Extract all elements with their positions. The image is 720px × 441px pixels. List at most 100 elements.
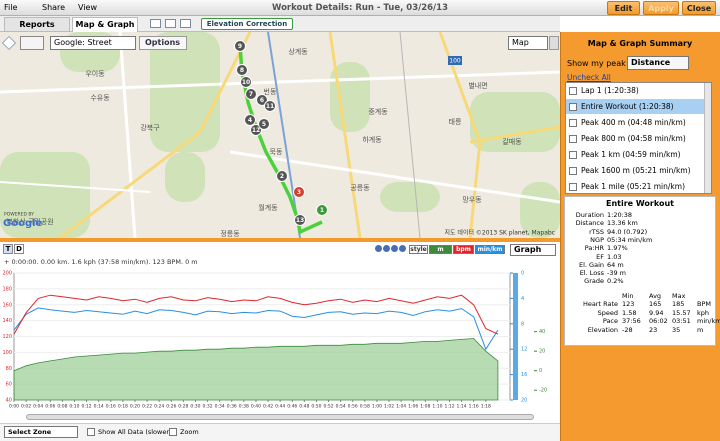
x-tick-label: 0:24 <box>154 404 164 410</box>
road <box>328 32 362 238</box>
graph-mode-button[interactable]: T <box>3 244 13 254</box>
map-label: 갈매동 <box>502 138 522 146</box>
bottom-bar <box>0 423 560 441</box>
peak-item[interactable]: Lap 1 (1:20:38) <box>581 86 639 95</box>
peak-item[interactable]: Peak 1 mile (05:21 min/km) <box>581 182 685 191</box>
x-tick-label: 0:42 <box>263 404 273 410</box>
y-tick-label: 160 <box>2 302 12 308</box>
scrollbar[interactable] <box>26 414 534 420</box>
road <box>438 32 482 238</box>
layout-icon[interactable] <box>180 19 191 28</box>
checkbox[interactable] <box>569 151 577 159</box>
nav-button[interactable] <box>391 245 398 252</box>
nav-button[interactable] <box>375 245 382 252</box>
x-tick-label: 1:02 <box>384 404 394 410</box>
layout-icon[interactable] <box>150 19 161 28</box>
route-marker <box>245 88 257 100</box>
table-cell: 03:51 <box>672 317 691 325</box>
stat-value: 05:34 min/km <box>607 235 653 244</box>
checkbox[interactable] <box>569 167 577 175</box>
table-row-label: Elevation <box>587 325 618 334</box>
panel-collapse[interactable] <box>549 36 559 50</box>
checkbox[interactable] <box>169 428 177 436</box>
map-options-button[interactable]: Options <box>139 36 187 50</box>
y-tick-label: 100 <box>2 350 12 356</box>
layout-icon[interactable] <box>165 19 176 28</box>
menu-item[interactable]: View <box>78 3 97 12</box>
map-type-select[interactable]: Map <box>508 36 548 50</box>
uncheck-all-link[interactable]: Uncheck All <box>567 73 611 82</box>
table-cell: 35 <box>672 325 681 334</box>
peak-item[interactable]: Entire Workout (1:20:38) <box>581 102 674 111</box>
map-zoom-control[interactable] <box>20 36 44 50</box>
stat-value: 1.03 <box>607 252 622 261</box>
x-tick-label: 0:18 <box>118 404 128 410</box>
y3-tick-label: -20 <box>539 388 547 394</box>
table-cell: 23 <box>649 325 658 334</box>
route-marker-label: 4 <box>248 117 252 124</box>
road <box>267 32 301 238</box>
graph-tag[interactable]: min/km <box>475 245 505 254</box>
tab[interactable]: Map & Graph <box>72 17 138 32</box>
graph-select[interactable]: Graph <box>510 244 556 256</box>
peak-item[interactable]: Peak 1 km (04:59 min/km) <box>581 150 681 159</box>
show-all-label[interactable]: Show All Data (slower) <box>98 428 172 436</box>
right-axis-bar <box>513 273 518 400</box>
x-tick-label: 0:30 <box>190 404 200 410</box>
map-label: 하계동 <box>362 135 382 144</box>
checkbox[interactable] <box>569 119 577 127</box>
menu-item[interactable]: Share <box>42 3 66 12</box>
nav-button[interactable] <box>383 245 390 252</box>
route-marker <box>234 40 246 52</box>
menu-item[interactable]: File <box>4 3 18 12</box>
toolbar-button[interactable]: Apply <box>643 1 679 15</box>
checkbox[interactable] <box>569 103 577 111</box>
graph-mode-button[interactable]: D <box>14 244 24 254</box>
toolbar-button[interactable]: Edit <box>607 1 640 15</box>
table-cell: kph <box>697 308 710 317</box>
stat-label: Duration <box>575 211 604 219</box>
checkbox[interactable] <box>569 135 577 143</box>
x-tick-label: 0:40 <box>251 404 261 410</box>
route-marker-label: 11 <box>266 103 274 110</box>
table-cell: 06:02 <box>649 317 668 325</box>
table-cell: m <box>697 325 704 334</box>
stat-label: rTSS <box>589 227 604 236</box>
toolbar-button[interactable]: Close <box>682 1 716 15</box>
table-cell: 1.58 <box>622 308 637 317</box>
peak-select[interactable]: Distance <box>627 56 689 70</box>
graph-tag[interactable]: m <box>429 245 452 254</box>
x-tick-label: 0:50 <box>311 404 321 410</box>
graph-tag[interactable]: bpm <box>453 245 474 254</box>
x-tick-label: 1:08 <box>420 404 430 410</box>
tab[interactable]: Reports <box>4 17 70 32</box>
route-marker-label: 10 <box>242 79 250 86</box>
peak-item[interactable]: Peak 1600 m (05:21 min/km) <box>581 166 691 175</box>
stat-label: Distance <box>575 219 604 228</box>
route-marker <box>293 186 305 198</box>
y3-tick-label: 20 <box>539 349 545 355</box>
map-label: 번동 <box>264 87 277 96</box>
table-cell: -28 <box>622 325 633 334</box>
elevation-correction-button[interactable]: Elevation Correction <box>201 18 293 30</box>
map-label: 우이동 <box>85 69 105 78</box>
checkbox[interactable] <box>87 428 95 436</box>
nav-button[interactable] <box>399 245 406 252</box>
table-row-label: Pace <box>602 317 618 325</box>
y2-tick-label: 20 <box>521 398 527 404</box>
select-zone[interactable]: Select Zone <box>4 426 78 438</box>
checkbox[interactable] <box>569 183 577 191</box>
x-tick-label: 0:34 <box>215 404 225 410</box>
graph-tag[interactable]: style <box>409 245 428 254</box>
road <box>469 125 560 144</box>
peak-item[interactable]: Peak 800 m (04:58 min/km) <box>581 134 686 143</box>
map-label: 망우동 <box>462 195 482 204</box>
table-header: Avg <box>649 292 662 300</box>
zoom-label[interactable]: Zoom <box>180 428 199 436</box>
map-provider-select[interactable]: Google: Street <box>50 36 136 50</box>
peak-item[interactable]: Peak 400 m (04:48 min/km) <box>581 118 686 127</box>
route-marker-label: 6 <box>260 97 264 104</box>
window-title: Workout Details: Run - Tue, 03/26/13 <box>272 3 448 13</box>
checkbox[interactable] <box>569 87 577 95</box>
